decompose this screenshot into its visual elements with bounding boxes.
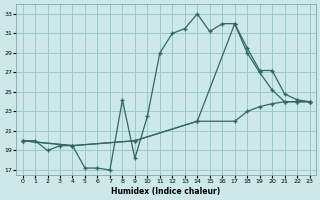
X-axis label: Humidex (Indice chaleur): Humidex (Indice chaleur) xyxy=(111,187,221,196)
